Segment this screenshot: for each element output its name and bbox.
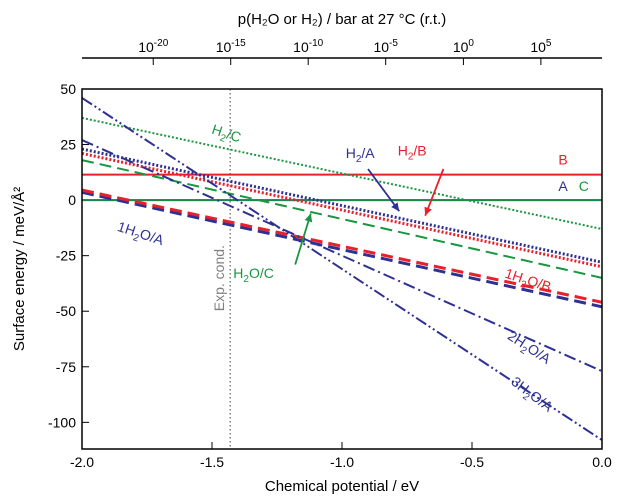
y-tick-label: -75 <box>56 359 76 375</box>
top-tick-label: 10-10 <box>293 38 323 55</box>
y-tick-label: -100 <box>48 414 76 430</box>
x-axis-title: Chemical potential / eV <box>265 478 419 495</box>
arrow-h2-a <box>367 168 400 212</box>
top-axis-title: p(H₂O or H₂) / bar at 27 °C (r.t.) <box>238 11 447 28</box>
series-3h2o-a <box>81 97 603 441</box>
series-h2-b <box>81 151 603 269</box>
top-tick-label: 10-15 <box>216 38 246 55</box>
label-h2o-c: H2O/C <box>233 265 274 285</box>
top-tick-label: 105 <box>530 38 552 55</box>
x-tick-label: -0.5 <box>460 454 484 470</box>
top-tick-label: 10-5 <box>373 38 398 55</box>
arrows-layer <box>294 168 445 265</box>
arrow-h2o-c <box>294 213 312 265</box>
x-tick-label: 0.0 <box>592 454 612 470</box>
arrow-h2-a-head <box>391 202 400 212</box>
series-2h2o-a <box>81 139 603 373</box>
label-1h2o-b: 1H2O/B <box>502 265 553 299</box>
y-tick-label: 25 <box>60 137 76 153</box>
exp-cond-label: Exp. cond. <box>211 245 227 311</box>
label-h2-b: H2/B <box>398 143 427 163</box>
y-tick-label: 50 <box>60 81 76 97</box>
top-tick-label: 10-20 <box>138 38 168 55</box>
label-2h2o-a: 2H2O/A <box>503 327 554 370</box>
chart-axes-layer: -2.0 -1.5 -1.0 -0.5 0.0 50 25 0 -25 -50 -75 -100 10-… <box>48 38 612 470</box>
label-1h2o-a: 1H2O/A <box>114 218 166 252</box>
series-h2-a <box>81 147 603 264</box>
annotations-layer: BA C H2/C H2/A H2/B 1H2O/A H2O/C 1H2O/B 2H2O/A3H… <box>114 121 589 418</box>
label-a: A <box>558 178 568 194</box>
label-c: C <box>579 178 589 194</box>
y-tick-label: -50 <box>56 303 76 319</box>
y-axis-title: Surface energy / meV/Å² <box>11 187 28 351</box>
series-h2o-c <box>81 159 603 279</box>
label-h2-c: H2/C <box>209 121 243 149</box>
label-b: B <box>558 152 567 168</box>
series-1h2o-b <box>81 188 603 304</box>
x-tick-label: -1.5 <box>200 454 224 470</box>
top-tick-label: 100 <box>453 38 475 55</box>
label-3h2o-a: 3H2O/A <box>506 373 557 418</box>
x-tick-label: -1.0 <box>330 454 354 470</box>
x-tick-label: -2.0 <box>70 454 94 470</box>
y-tick-label: -25 <box>56 248 76 264</box>
series-1h2o-a <box>81 190 603 309</box>
series-h2-c <box>81 116 603 230</box>
arrow-h2-b-head <box>424 206 432 216</box>
arrow-h2o-c-head <box>304 213 313 223</box>
exp-cond-layer: Exp. cond. <box>211 89 231 449</box>
plot-frame <box>81 88 603 450</box>
series-layer <box>81 97 603 441</box>
label-h2-a: H2/A <box>346 145 376 165</box>
y-tick-label: 0 <box>68 192 76 208</box>
arrow-h2-b <box>424 168 445 216</box>
